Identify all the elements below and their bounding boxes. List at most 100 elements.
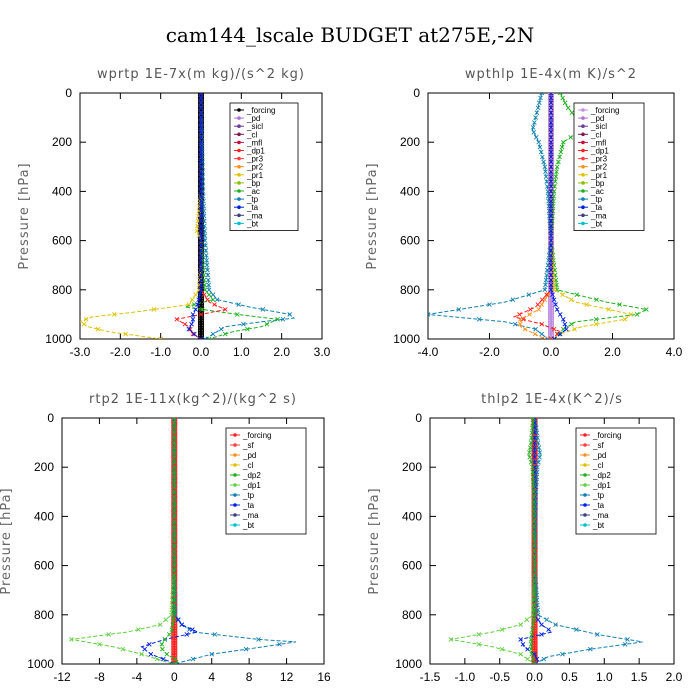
series-point: [243, 646, 249, 652]
series-point: [542, 164, 548, 170]
series-line-dp2: [159, 418, 181, 664]
series-point: [594, 632, 600, 637]
y-tick-label: 800: [34, 608, 54, 622]
x-tick-label: 0.0: [543, 345, 560, 359]
legend-marker: [233, 483, 237, 487]
legend-label: _ta: [246, 203, 259, 212]
series-point: [544, 272, 550, 278]
series-point: [551, 326, 557, 332]
series-point: [196, 233, 202, 238]
series-point: [562, 321, 568, 327]
series-point: [171, 445, 177, 450]
legend-label: _tp: [590, 195, 603, 204]
legend-label: _tp: [242, 491, 255, 500]
y-tick-label: 400: [400, 184, 420, 198]
series-point: [533, 134, 539, 140]
series-point: [564, 326, 569, 332]
x-tick-label: 0.5: [561, 670, 578, 684]
series-point: [531, 519, 537, 524]
series-point: [558, 149, 564, 155]
series-point: [539, 632, 544, 637]
y-tick-label: 400: [34, 509, 54, 523]
legend-marker: [237, 132, 241, 137]
series-point: [201, 292, 207, 298]
series-point: [198, 312, 204, 317]
legend-marker: [581, 164, 585, 169]
series-group: [69, 418, 296, 664]
series-point: [528, 637, 534, 642]
series-point: [147, 642, 152, 647]
series-point: [548, 208, 554, 214]
x-tick-label: 4.0: [666, 345, 683, 359]
series-point: [557, 312, 563, 317]
series-line-ta: [519, 418, 554, 664]
legend: _forcing_sf_pd_cl_dp2_dp1_tp_ta_ma_bt: [225, 427, 307, 535]
series-point: [164, 651, 170, 657]
legend-label: _pr2: [590, 163, 608, 172]
series-point: [171, 459, 177, 465]
series-point: [548, 228, 554, 234]
series-point: [528, 459, 534, 465]
legend-label: _ta: [242, 501, 255, 510]
series-point: [280, 317, 286, 322]
series-point: [593, 317, 599, 322]
legend-label: _sf: [242, 441, 254, 450]
series-point: [550, 253, 556, 258]
series-point: [535, 302, 541, 307]
series-point: [530, 627, 535, 632]
series-point: [202, 228, 207, 234]
legend-label: _cl: [590, 130, 601, 139]
legend-label: _sicl: [246, 122, 263, 131]
legend-label: _pr2: [246, 163, 264, 172]
series-point: [197, 335, 205, 339]
legend-marker: [237, 148, 241, 153]
legend-box: [575, 427, 657, 535]
series-point: [517, 312, 522, 317]
series-point: [536, 100, 542, 106]
series-point: [197, 272, 203, 278]
series-point: [512, 321, 518, 327]
series-point: [518, 637, 523, 642]
series-point: [548, 174, 554, 179]
series-point: [548, 213, 554, 219]
series-point: [548, 277, 554, 283]
series-point: [539, 331, 545, 337]
series-point: [548, 248, 554, 253]
x-tick-label: 4: [208, 670, 215, 684]
series-point: [536, 459, 541, 465]
series-point: [171, 558, 177, 563]
series-point: [163, 617, 169, 623]
series-point: [531, 484, 536, 490]
legend-label: _pd: [246, 114, 260, 123]
series-point: [525, 656, 530, 662]
series-point: [548, 203, 554, 209]
series-line-pr1: [80, 93, 202, 339]
series-point: [532, 548, 537, 554]
series-point: [204, 257, 209, 263]
legend-marker: [583, 513, 587, 517]
series-point: [171, 499, 177, 504]
y-tick-label: 800: [400, 283, 420, 297]
series-point: [212, 632, 218, 637]
series-point: [548, 139, 554, 145]
series-point: [198, 134, 204, 140]
series-point: [522, 326, 528, 332]
y-tick-label: 200: [34, 460, 54, 474]
series-group: [80, 93, 295, 339]
x-tick-label: -1.0: [455, 670, 476, 684]
legend-label: _mfl: [590, 138, 606, 147]
series-point: [171, 479, 177, 485]
series-point: [193, 292, 198, 298]
series-point: [560, 317, 566, 322]
series-point: [198, 159, 204, 165]
series-point: [536, 139, 542, 145]
series-point: [198, 115, 204, 120]
series-point: [548, 169, 554, 175]
series-point: [531, 489, 537, 495]
figure-title: cam144_lscale BUDGET at275E,-2N: [166, 23, 535, 47]
series-point: [198, 174, 204, 179]
series-point: [171, 617, 176, 623]
series-point: [175, 617, 181, 623]
series-point: [198, 105, 204, 111]
